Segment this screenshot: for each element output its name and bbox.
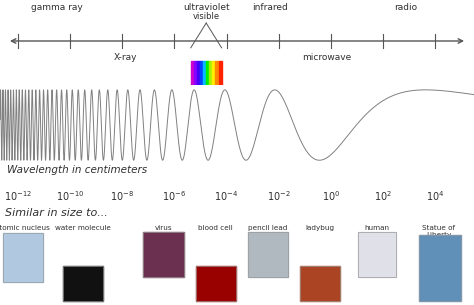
- Bar: [203, 61, 206, 84]
- Bar: [247, 232, 288, 277]
- Text: $10^{-2}$: $10^{-2}$: [267, 189, 291, 203]
- Bar: [143, 232, 184, 277]
- Bar: [2, 233, 43, 282]
- Bar: [206, 61, 209, 84]
- Text: visible: visible: [192, 12, 220, 21]
- Text: Similar in size to...: Similar in size to...: [5, 208, 108, 218]
- Text: ultraviolet: ultraviolet: [183, 2, 229, 12]
- Text: radio: radio: [394, 2, 417, 12]
- Text: $10^{4}$: $10^{4}$: [426, 189, 444, 203]
- Text: microwave: microwave: [302, 53, 352, 62]
- Text: virus: virus: [155, 225, 173, 231]
- Bar: [143, 232, 184, 277]
- Text: atomic nucleus: atomic nucleus: [0, 225, 50, 231]
- Bar: [300, 266, 340, 301]
- Text: pencil lead: pencil lead: [248, 225, 288, 231]
- Bar: [219, 61, 221, 84]
- Bar: [195, 266, 236, 301]
- Text: ladybug: ladybug: [305, 225, 335, 231]
- Bar: [63, 266, 103, 301]
- Bar: [247, 232, 288, 277]
- Bar: [300, 266, 340, 301]
- Bar: [2, 233, 43, 282]
- Text: $10^{-8}$: $10^{-8}$: [110, 189, 134, 203]
- Bar: [419, 235, 461, 301]
- Bar: [212, 61, 215, 84]
- Text: $10^{-4}$: $10^{-4}$: [214, 189, 239, 203]
- Bar: [209, 61, 212, 84]
- Bar: [194, 61, 197, 84]
- Text: X-ray: X-ray: [114, 53, 137, 62]
- Bar: [419, 235, 461, 301]
- Bar: [197, 61, 200, 84]
- Text: infrared: infrared: [252, 2, 288, 12]
- Bar: [200, 61, 203, 84]
- Text: $10^{-6}$: $10^{-6}$: [163, 189, 186, 203]
- Text: $10^{0}$: $10^{0}$: [322, 189, 340, 203]
- Bar: [191, 61, 194, 84]
- Text: blood cell: blood cell: [198, 225, 233, 231]
- Text: Wavelength in centimeters: Wavelength in centimeters: [7, 165, 147, 175]
- Bar: [358, 232, 396, 277]
- Text: gamma ray: gamma ray: [31, 2, 83, 12]
- Text: Statue of
Liberty: Statue of Liberty: [422, 225, 455, 238]
- Text: $10^{-12}$: $10^{-12}$: [4, 189, 32, 203]
- Bar: [358, 232, 396, 277]
- Text: water molecule: water molecule: [55, 225, 111, 231]
- Bar: [195, 266, 236, 301]
- Bar: [63, 266, 103, 301]
- Text: $10^{2}$: $10^{2}$: [374, 189, 392, 203]
- Text: $10^{-10}$: $10^{-10}$: [56, 189, 84, 203]
- Text: human: human: [365, 225, 389, 231]
- Bar: [215, 61, 219, 84]
